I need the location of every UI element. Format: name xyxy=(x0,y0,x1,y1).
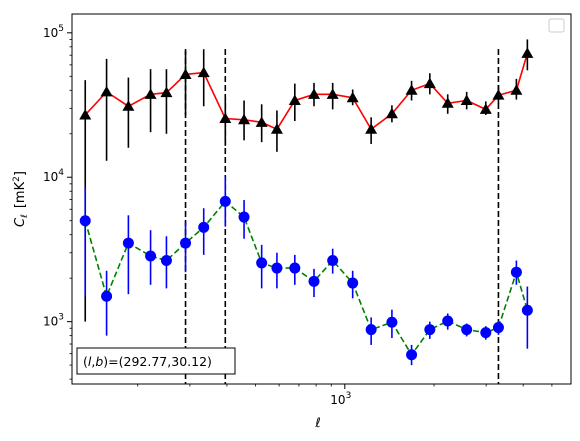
data-point xyxy=(122,237,134,249)
data-point xyxy=(160,255,172,267)
data-point xyxy=(307,88,320,99)
data-point xyxy=(122,100,135,111)
data-point xyxy=(492,322,504,334)
data-point xyxy=(180,237,192,249)
data-point xyxy=(441,97,454,108)
data-point xyxy=(385,107,398,119)
data-point xyxy=(510,84,523,95)
data-point xyxy=(521,304,533,316)
data-point xyxy=(100,85,113,97)
svg-text:Cℓ[mK2]: Cℓ[mK2] xyxy=(12,171,30,227)
data-point xyxy=(79,108,92,120)
data-point xyxy=(256,257,268,269)
data-point xyxy=(492,89,505,100)
series-line xyxy=(84,200,529,357)
data-point xyxy=(461,324,473,336)
data-point xyxy=(179,68,192,79)
series-layer xyxy=(79,39,534,366)
legend-box xyxy=(548,18,565,33)
data-point xyxy=(198,221,210,233)
data-point xyxy=(365,324,377,336)
data-point xyxy=(270,123,283,134)
y-tick-label: 104 xyxy=(43,168,64,184)
data-point xyxy=(144,88,157,99)
data-point xyxy=(460,94,473,105)
data-point xyxy=(271,262,283,274)
data-point xyxy=(346,91,359,103)
data-point xyxy=(326,88,339,99)
data-point xyxy=(288,94,301,105)
data-point xyxy=(479,103,492,114)
data-point xyxy=(101,290,113,302)
vertical-lines xyxy=(184,49,500,384)
data-point xyxy=(521,47,534,58)
data-point xyxy=(405,84,418,95)
y-axis-label: Cℓ[mK2] xyxy=(12,171,30,227)
data-point xyxy=(365,123,378,134)
series-1 xyxy=(79,39,534,322)
data-point xyxy=(510,266,522,278)
annotation-text: (l,b)=(292.77,30.12) xyxy=(83,354,212,369)
data-point xyxy=(219,112,232,124)
data-point xyxy=(347,277,359,289)
data-point xyxy=(238,113,251,125)
ticks-layer: 103 104 105 103 xyxy=(43,24,553,407)
data-point xyxy=(79,215,91,227)
data-point xyxy=(238,211,250,223)
data-point xyxy=(423,77,436,89)
y-tick-label: 103 xyxy=(43,313,64,329)
data-point xyxy=(406,349,418,361)
data-point xyxy=(442,315,454,327)
data-point xyxy=(255,116,268,127)
x-axis-label: ℓ xyxy=(314,416,320,431)
x-tick-label: 103 xyxy=(330,391,351,407)
data-point xyxy=(308,275,320,287)
annotation-box: (l,b)=(292.77,30.12) xyxy=(76,347,236,375)
y-tick-label: 105 xyxy=(43,24,64,40)
data-point xyxy=(219,195,231,207)
plot-frame xyxy=(71,13,572,385)
series-2 xyxy=(79,176,533,366)
data-point xyxy=(386,316,398,328)
data-point xyxy=(145,250,157,262)
data-point xyxy=(197,66,210,78)
data-point xyxy=(160,86,173,98)
data-point xyxy=(289,262,301,274)
data-point xyxy=(480,327,492,339)
data-point xyxy=(424,324,436,336)
data-point xyxy=(327,255,339,267)
